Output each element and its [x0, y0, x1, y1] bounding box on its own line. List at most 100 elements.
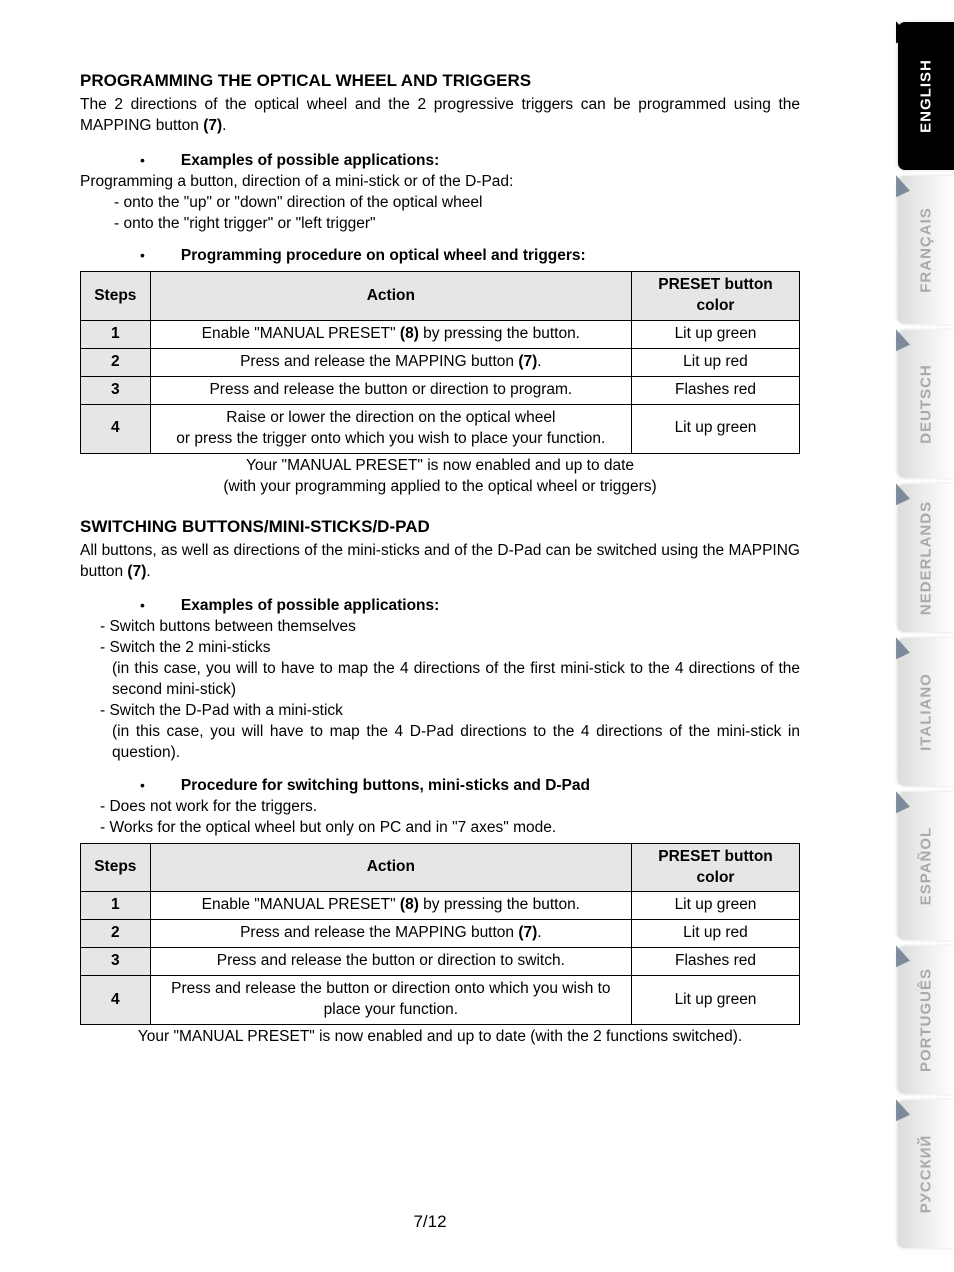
text-bold: (8) [400, 896, 419, 913]
table-programming: Steps Action PRESET button color 1 Enabl… [80, 271, 800, 453]
text: - Does not work for the triggers. [100, 797, 800, 818]
tab-label: ITALIANO [918, 673, 935, 751]
document-body: PROGRAMMING THE OPTICAL WHEEL AND TRIGGE… [0, 0, 860, 1106]
text: (in this case, you will to have to map t… [100, 659, 800, 701]
text-bold: (7) [203, 117, 222, 134]
language-tab-nederlands[interactable]: NEDERLANDS [898, 484, 954, 632]
examples-heading: Examples of possible applications: [181, 596, 439, 617]
text: The 2 directions of the optical wheel an… [80, 96, 800, 134]
cell-action: Press and release the button or directio… [150, 948, 631, 976]
table-switching: Steps Action PRESET button color 1 Enabl… [80, 843, 800, 1025]
page-number: 7/12 [0, 1212, 860, 1232]
cell-action: Press and release the button or directio… [150, 976, 631, 1025]
text: - Works for the optical wheel but only o… [100, 818, 800, 839]
cell-step: 3 [81, 377, 151, 405]
bullet-dot: • [140, 596, 145, 615]
tab-triangle-icon [896, 169, 910, 198]
text: . [146, 563, 150, 580]
tab-label: PORTUGUÊS [918, 968, 935, 1072]
text: . [537, 353, 541, 370]
th-action: Action [150, 272, 631, 321]
section1-intro: The 2 directions of the optical wheel an… [80, 95, 800, 137]
text-bold: (7) [518, 353, 537, 370]
cell-action: Press and release the MAPPING button (7)… [150, 349, 631, 377]
tab-triangle-icon [896, 15, 910, 44]
bullet: • Programming procedure on optical wheel… [140, 246, 800, 267]
table-caption: Your "MANUAL PRESET" is now enabled and … [80, 1027, 800, 1048]
table-caption: Your "MANUAL PRESET" is now enabled and … [80, 456, 800, 498]
cell-action: Press and release the button or directio… [150, 377, 631, 405]
text: . [537, 924, 541, 941]
language-tab-italiano[interactable]: ITALIANO [898, 638, 954, 786]
text: or press the trigger onto which you wish… [157, 429, 625, 450]
cell-step: 1 [81, 892, 151, 920]
cell-action: Enable "MANUAL PRESET" (8) by pressing t… [150, 892, 631, 920]
table-row: 4 Raise or lower the direction on the op… [81, 405, 800, 454]
section1-heading: PROGRAMMING THE OPTICAL WHEEL AND TRIGGE… [80, 70, 800, 93]
language-tab-english[interactable]: ENGLISH [898, 22, 954, 170]
tab-label: NEDERLANDS [918, 501, 935, 615]
cell-step: 2 [81, 349, 151, 377]
th-color: PRESET button color [632, 843, 800, 892]
table-row: 1 Enable "MANUAL PRESET" (8) by pressing… [81, 892, 800, 920]
table-row: 3 Press and release the button or direct… [81, 948, 800, 976]
cell-action: Enable "MANUAL PRESET" (8) by pressing t… [150, 321, 631, 349]
cell-step: 4 [81, 405, 151, 454]
text: Press and release the MAPPING button [240, 353, 518, 370]
language-tab-português[interactable]: PORTUGUÊS [898, 946, 954, 1094]
th-action: Action [150, 843, 631, 892]
cell-action: Raise or lower the direction on the opti… [150, 405, 631, 454]
bullet-dot: • [140, 151, 145, 170]
text: Programming a button, direction of a min… [80, 172, 800, 193]
cell-color: Lit up green [632, 321, 800, 349]
cell-step: 2 [81, 920, 151, 948]
tab-triangle-icon [896, 785, 910, 814]
table-row: 2 Press and release the MAPPING button (… [81, 349, 800, 377]
text: (with your programming applied to the op… [80, 477, 800, 498]
text: All buttons, as well as directions of th… [80, 542, 800, 580]
procedure-heading: Procedure for switching buttons, mini-st… [181, 776, 590, 797]
text: Raise or lower the direction on the opti… [157, 408, 625, 429]
section2-heading: SWITCHING BUTTONS/MINI-STICKS/D-PAD [80, 516, 800, 539]
text: by pressing the button. [419, 896, 580, 913]
cell-color: Flashes red [632, 948, 800, 976]
tab-label: DEUTSCH [918, 364, 935, 444]
tab-triangle-icon [896, 631, 910, 660]
th-steps: Steps [81, 272, 151, 321]
bullet-dot: • [140, 776, 145, 795]
language-tab-español[interactable]: ESPAÑOL [898, 792, 954, 940]
tab-triangle-icon [896, 1093, 910, 1122]
table-row: 4 Press and release the button or direct… [81, 976, 800, 1025]
text: Enable "MANUAL PRESET" [202, 896, 400, 913]
table-row: 1 Enable "MANUAL PRESET" (8) by pressing… [81, 321, 800, 349]
bullet-dot: • [140, 246, 145, 265]
language-tabs: ENGLISH FRANÇAIS DEUTSCH NEDERLANDS ITALIANO… [898, 0, 954, 1272]
cell-color: Lit up green [632, 976, 800, 1025]
language-tab-русский[interactable]: РУССКИЙ [898, 1100, 954, 1248]
table-row: 2 Press and release the MAPPING button (… [81, 920, 800, 948]
table-header-row: Steps Action PRESET button color [81, 272, 800, 321]
text: Enable "MANUAL PRESET" [202, 325, 400, 342]
cell-color: Lit up red [632, 349, 800, 377]
tab-label: FRANÇAIS [918, 207, 935, 293]
language-tab-deutsch[interactable]: DEUTSCH [898, 330, 954, 478]
cell-color: Lit up green [632, 405, 800, 454]
tab-label: РУССКИЙ [918, 1135, 935, 1214]
cell-step: 4 [81, 976, 151, 1025]
th-color: PRESET button color [632, 272, 800, 321]
text-bold: (7) [518, 924, 537, 941]
table-header-row: Steps Action PRESET button color [81, 843, 800, 892]
examples-heading: Examples of possible applications: [181, 151, 439, 172]
language-tab-français[interactable]: FRANÇAIS [898, 176, 954, 324]
text-bold: (8) [400, 325, 419, 342]
text: . [222, 117, 226, 134]
cell-color: Lit up red [632, 920, 800, 948]
text: - Switch the 2 mini-sticks [100, 638, 800, 659]
bullet: • Examples of possible applications: [140, 596, 800, 617]
tab-label: ESPAÑOL [918, 827, 935, 905]
tab-triangle-icon [896, 939, 910, 968]
text-bold: (7) [127, 563, 146, 580]
tab-triangle-icon [896, 477, 910, 506]
text: Press and release the MAPPING button [240, 924, 518, 941]
cell-action: Press and release the MAPPING button (7)… [150, 920, 631, 948]
